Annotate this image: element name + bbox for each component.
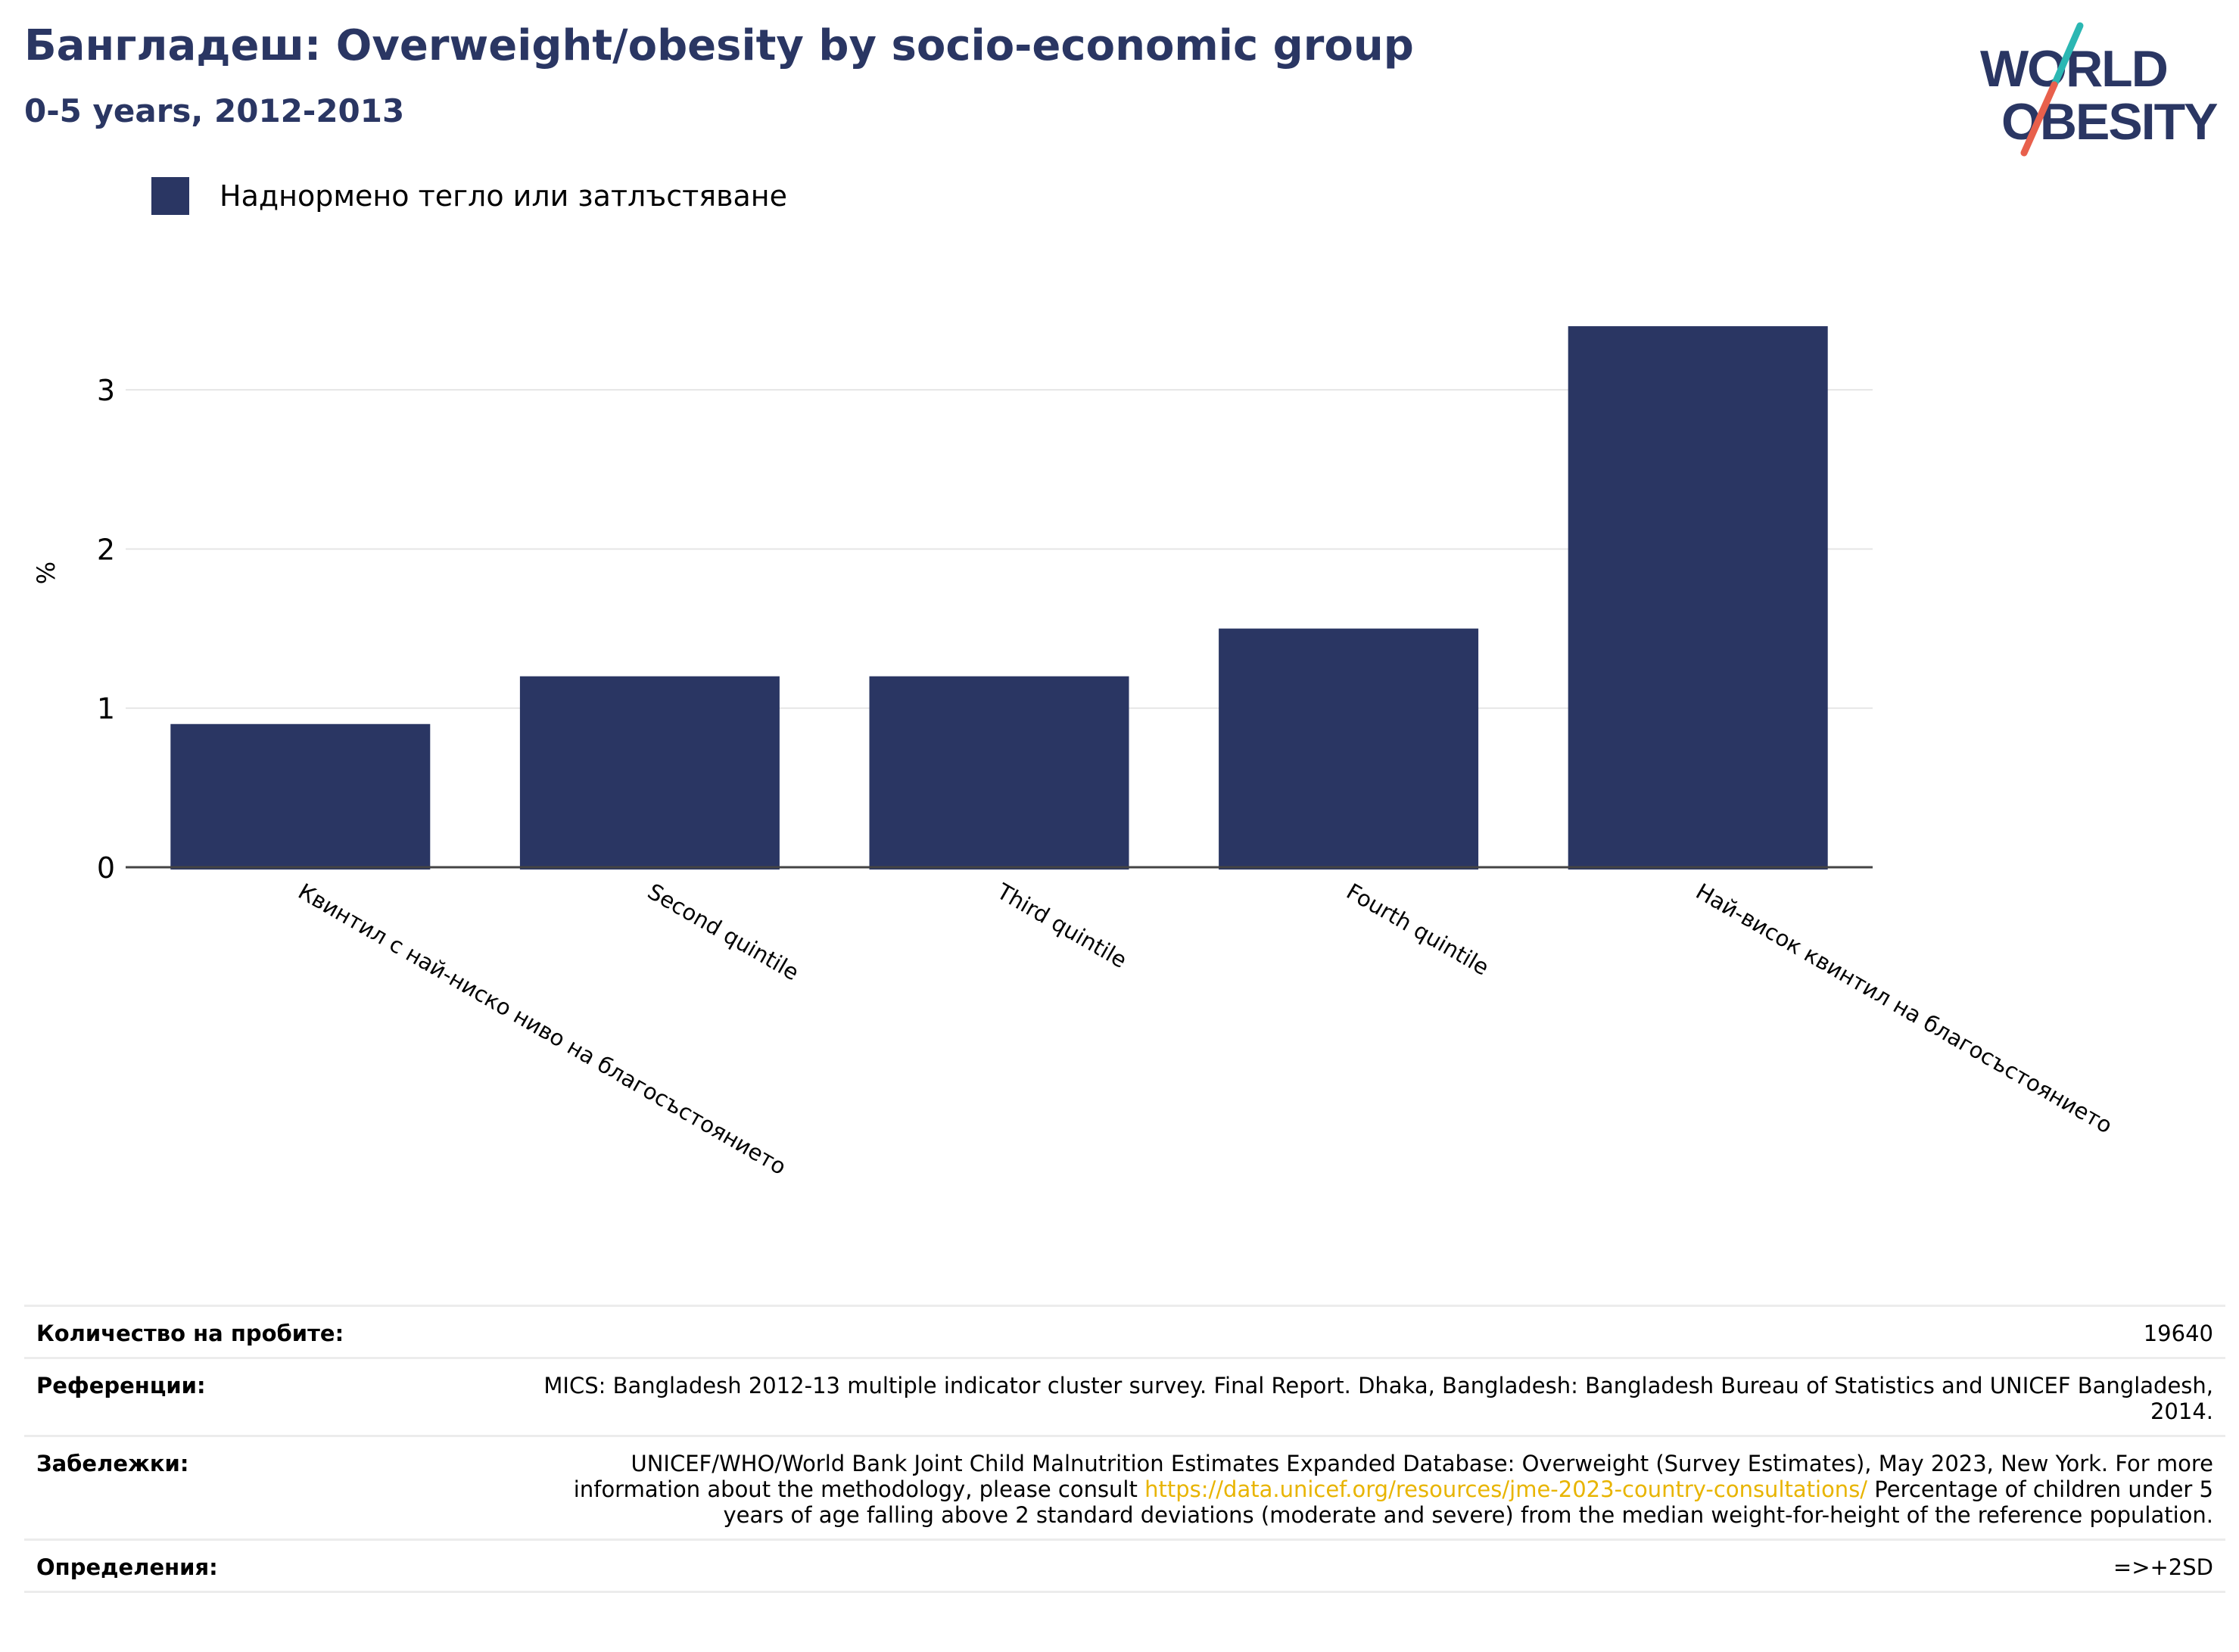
info-row-sample-size: Количество на пробите: 19640: [24, 1305, 2225, 1358]
chart-subtitle: 0-5 years, 2012-2013: [24, 92, 405, 129]
notes-text-before: UNICEF/WHO/World Bank Joint Child Malnut…: [573, 1451, 2213, 1502]
info-row-references: Референции: MICS: Bangladesh 2012-13 mul…: [24, 1357, 2225, 1436]
world-obesity-logo: WORLD OBESITY: [1980, 22, 2219, 157]
legend-swatch: [151, 177, 189, 215]
y-tick-label: 2: [97, 533, 115, 566]
info-key: Определения:: [24, 1538, 503, 1593]
info-row-definitions: Определения: =>+2SD: [24, 1538, 2225, 1593]
bar: [519, 676, 780, 870]
legend: Наднормено тегло или затлъстяване: [151, 177, 787, 215]
logo-slash-top: [2051, 22, 2084, 89]
logo-slash-bottom: [2020, 81, 2058, 157]
x-tick-label: Second quintile: [643, 879, 803, 986]
info-value: 19640: [503, 1305, 2225, 1358]
info-value: MICS: Bangladesh 2012-13 multiple indica…: [503, 1357, 2225, 1436]
bar: [869, 676, 1129, 870]
methodology-link[interactable]: https://data.unicef.org/resources/jme-20…: [1144, 1476, 1868, 1502]
legend-label: Наднормено тегло или затлъстяване: [220, 179, 787, 213]
y-tick-label: 3: [97, 374, 115, 407]
info-key: Количество на пробите:: [24, 1305, 503, 1358]
info-value: =>+2SD: [503, 1538, 2225, 1593]
bar: [170, 723, 431, 870]
chart-title: Бангладеш: Overweight/obesity by socio-e…: [24, 21, 1414, 70]
notes-text-after: Percentage of children under 5 years of …: [723, 1476, 2213, 1528]
y-tick-label: 1: [97, 692, 115, 726]
x-tick-label: Най-висок квинтил на благосъстоянието: [1692, 879, 2117, 1139]
y-axis-label: %: [32, 562, 61, 584]
info-key: Забележки:: [24, 1435, 503, 1540]
info-value: UNICEF/WHO/World Bank Joint Child Malnut…: [503, 1435, 2225, 1540]
y-tick-label: 0: [97, 851, 115, 885]
logo-line1: WORLD: [1980, 40, 2167, 98]
bar: [1219, 628, 1479, 870]
bar: [1568, 326, 1828, 870]
info-key: Референции:: [24, 1357, 503, 1436]
info-row-notes: Забележки: UNICEF/WHO/World Bank Joint C…: [24, 1435, 2225, 1540]
x-tick-label: Third quintile: [992, 878, 1132, 973]
info-table: Количество на пробите: 19640 Референции:…: [24, 1305, 2225, 1593]
x-tick-label: Fourth quintile: [1342, 879, 1493, 981]
